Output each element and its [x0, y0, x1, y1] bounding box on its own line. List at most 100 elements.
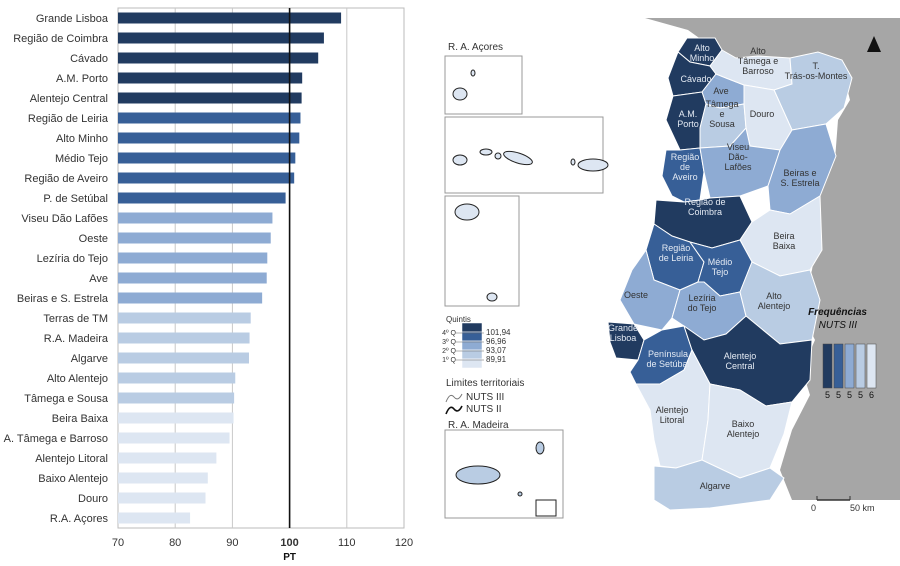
- category-label: Beiras e S. Estrela: [17, 293, 109, 305]
- category-label: Médio Tejo: [55, 153, 108, 165]
- category-label: A. Tâmega e Barroso: [4, 433, 108, 445]
- quintis-label: 4º Q: [442, 330, 456, 337]
- category-label: Oeste: [79, 233, 108, 245]
- bar: [118, 512, 191, 524]
- category-label: Lezíria do Tejo: [37, 253, 108, 265]
- category-label: Região de Aveiro: [24, 173, 108, 185]
- category-label: Douro: [78, 493, 108, 505]
- madeira-inset-title: R. A. Madeira: [448, 420, 509, 431]
- x-tick-label: 70: [112, 537, 124, 549]
- category-label: Tâmega e Sousa: [24, 393, 109, 405]
- category-label: Ave: [89, 273, 108, 285]
- bar: [118, 252, 268, 264]
- azores-islands: [452, 69, 609, 302]
- reference-label: PT: [283, 552, 296, 563]
- region-label: Região de Leiria: [659, 243, 694, 263]
- category-label: Alto Minho: [56, 133, 108, 145]
- x-tick-label: 120: [395, 537, 413, 549]
- region-label: Alto Minho: [690, 43, 715, 63]
- x-tick-label: 110: [338, 537, 356, 549]
- category-label: P. de Setúbal: [43, 193, 108, 205]
- category-label: Alentejo Litoral: [35, 453, 108, 465]
- bar: [118, 172, 295, 184]
- frequencies-subtitle: NUTS III: [819, 320, 858, 331]
- region-label: A.M. Porto: [677, 109, 699, 129]
- region-label: T. Trás-os-Montes: [785, 61, 848, 81]
- nuts3-label: NUTS III: [466, 392, 504, 403]
- quintis-value: 89,91: [486, 355, 507, 364]
- category-label: Baixo Alentejo: [38, 473, 108, 485]
- bar: [118, 412, 234, 424]
- category-label: R.A. Açores: [50, 513, 109, 525]
- frequencies-title: Frequências: [808, 307, 867, 318]
- region-label: Beira Baixa: [773, 231, 796, 251]
- frequency-count: 5: [836, 390, 841, 400]
- quintis-label: 2º Q: [442, 348, 456, 355]
- quintis-label: 1º Q: [442, 357, 456, 364]
- frequency-bar: [844, 343, 855, 389]
- azores-inset-frame-1: [444, 55, 523, 115]
- azores-inset-title: R. A. Açores: [448, 42, 503, 53]
- bar: [118, 32, 324, 44]
- frequency-count: 5: [847, 390, 852, 400]
- bar: [118, 92, 302, 104]
- region-label: Alto Tâmega e Barroso: [738, 46, 779, 76]
- north-arrow-icon: [867, 36, 881, 52]
- region-label: Península de Setúbal: [646, 349, 689, 369]
- category-label: Grande Lisboa: [36, 13, 109, 25]
- frequency-bar: [855, 343, 866, 389]
- region-label: Cávado: [680, 74, 711, 84]
- madeira-islands: [455, 441, 545, 497]
- category-label: R.A. Madeira: [44, 333, 109, 345]
- category-label: Algarve: [71, 353, 108, 365]
- quintis-value: 101,94: [486, 328, 511, 337]
- bar: [118, 492, 206, 504]
- nuts3-line-icon: [445, 393, 463, 403]
- frequency-bar: [822, 343, 833, 389]
- bar: [118, 232, 271, 244]
- quintis-value: 93,07: [486, 346, 507, 355]
- region-label: Beiras e S. Estrela: [780, 168, 819, 188]
- bar: [118, 332, 250, 344]
- plot-frame: [117, 7, 405, 529]
- region-label: Médio Tejo: [708, 257, 733, 277]
- bar: [118, 432, 230, 444]
- region-label: Ave: [713, 86, 728, 96]
- quintis-swatch: [461, 349, 483, 360]
- region-label: Região de Aveiro: [671, 152, 700, 182]
- bar: [118, 312, 251, 324]
- quintis-swatch: [461, 322, 483, 333]
- category-label: Beira Baixa: [52, 413, 109, 425]
- region-label: Douro: [750, 109, 775, 119]
- category-label: Alentejo Central: [30, 93, 108, 105]
- x-tick-label: 90: [226, 537, 238, 549]
- bar: [118, 212, 273, 224]
- limits-title: Limites territoriais: [446, 378, 524, 389]
- madeira-selvagens-frame: [535, 499, 557, 517]
- bar: [118, 192, 286, 204]
- region-label: Oeste: [624, 290, 648, 300]
- region-label: Alentejo Litoral: [656, 405, 689, 425]
- bar: [118, 292, 263, 304]
- bar: [118, 152, 296, 164]
- bar: [118, 132, 300, 144]
- frequency-bar: [866, 343, 877, 389]
- nuts2-label: NUTS II: [466, 404, 502, 415]
- category-label: Alto Alentejo: [47, 373, 108, 385]
- frequency-count: 5: [825, 390, 830, 400]
- bar: [118, 112, 301, 124]
- quintis-swatch: [461, 331, 483, 342]
- bar: [118, 12, 342, 24]
- category-label: Região de Coimbra: [13, 33, 109, 45]
- region-label: Alentejo Central: [724, 351, 757, 371]
- bar: [118, 52, 319, 64]
- bar: [118, 452, 217, 464]
- region-label: Grande Lisboa: [608, 323, 638, 343]
- quintis-title: Quintis: [446, 315, 471, 324]
- bar: [118, 372, 236, 384]
- region-shape: [653, 459, 785, 511]
- x-tick-label: 80: [169, 537, 181, 549]
- scale-zero: 0: [811, 503, 816, 513]
- category-label: Viseu Dão Lafões: [21, 213, 108, 225]
